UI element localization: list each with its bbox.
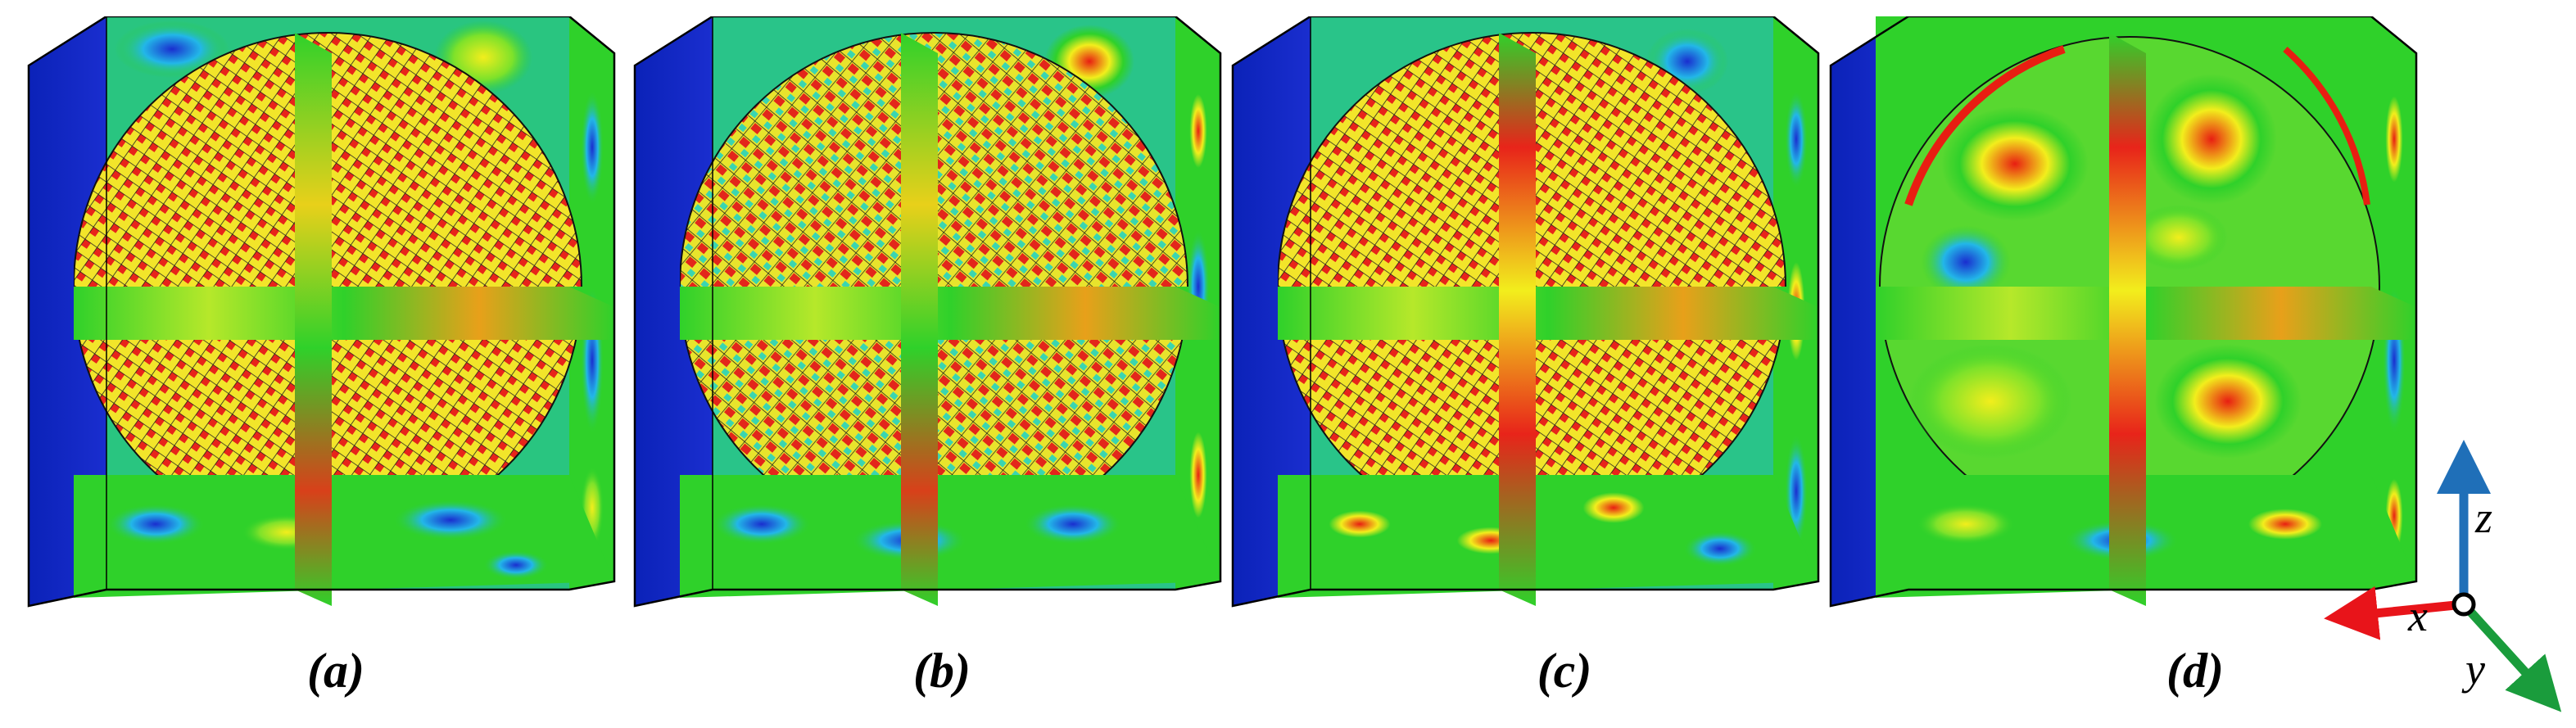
field-cube-b bbox=[633, 16, 1222, 608]
caption-c: (c) bbox=[1537, 644, 1592, 698]
z-axis-label: z bbox=[2474, 493, 2492, 542]
x-axis-label: x bbox=[2407, 591, 2428, 640]
field-cube-a bbox=[27, 16, 616, 608]
field-cube-c bbox=[1231, 16, 1820, 608]
axes-triad: z x y bbox=[2324, 440, 2562, 712]
vertical-cut-plane bbox=[1499, 33, 1536, 606]
origin-marker bbox=[2452, 592, 2476, 617]
caption-d: (d) bbox=[2166, 644, 2224, 698]
caption-b: (b) bbox=[913, 644, 971, 698]
cube-bottom-face bbox=[1278, 475, 1818, 598]
y-axis-arrow bbox=[2460, 601, 2562, 712]
vertical-cut-plane bbox=[295, 33, 332, 606]
y-axis-label: y bbox=[2461, 644, 2485, 694]
coordinate-axes: z x y bbox=[2269, 426, 2576, 728]
simulation-panel-a bbox=[25, 16, 647, 639]
horizontal-cut-plane bbox=[74, 287, 614, 340]
simulation-panel-b bbox=[631, 16, 1253, 639]
horizontal-cut-plane bbox=[680, 287, 1220, 340]
horizontal-cut-plane bbox=[1278, 287, 1818, 340]
cube-side-face bbox=[1233, 16, 1311, 606]
cube-side-face bbox=[635, 16, 713, 606]
simulation-panel-d bbox=[1827, 16, 2449, 639]
simulation-panel-c bbox=[1229, 16, 1851, 639]
field-cube-d bbox=[1829, 16, 2418, 608]
cube-side-face bbox=[29, 16, 106, 606]
caption-a: (a) bbox=[307, 644, 364, 698]
vertical-cut-plane bbox=[901, 33, 938, 606]
vertical-cut-plane bbox=[2109, 33, 2146, 606]
x-axis-arrow bbox=[2324, 586, 2465, 640]
